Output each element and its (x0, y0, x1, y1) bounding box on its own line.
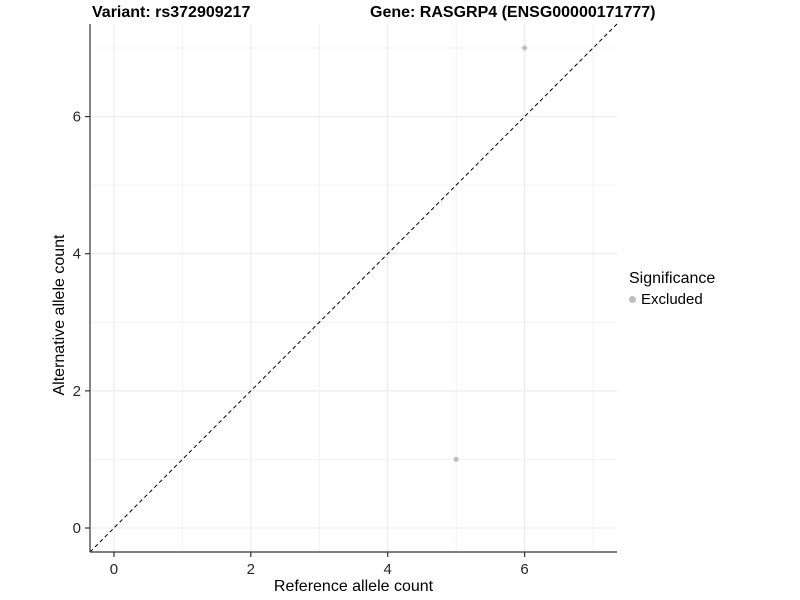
identity-reference-line (89, 23, 618, 553)
data-point-excluded (453, 456, 459, 462)
x-tick-label: 4 (384, 561, 392, 578)
legend-title: Significance (629, 270, 716, 287)
y-tick-label: 6 (73, 109, 81, 126)
x-tick-label: 6 (520, 561, 528, 578)
y-tick-label: 0 (73, 520, 81, 537)
plot-title-gene: Gene: RASGRP4 (ENSG00000171777) (370, 4, 656, 21)
legend: Significance Excluded (629, 270, 715, 308)
y-axis-title: Alternative allele count (51, 234, 68, 396)
legend-item-label: Excluded (641, 291, 703, 308)
legend-item-excluded: Excluded (629, 291, 715, 308)
plot-title-variant: Variant: rs372909217 (92, 4, 251, 21)
y-tick-label: 2 (73, 383, 81, 400)
x-tick-label: 2 (247, 561, 255, 578)
data-point-excluded (522, 45, 528, 51)
x-tick-label: 0 (110, 561, 118, 578)
x-axis-title: Reference allele count (273, 578, 434, 595)
excluded-point-icon (629, 296, 636, 303)
y-tick-label: 4 (73, 246, 81, 263)
